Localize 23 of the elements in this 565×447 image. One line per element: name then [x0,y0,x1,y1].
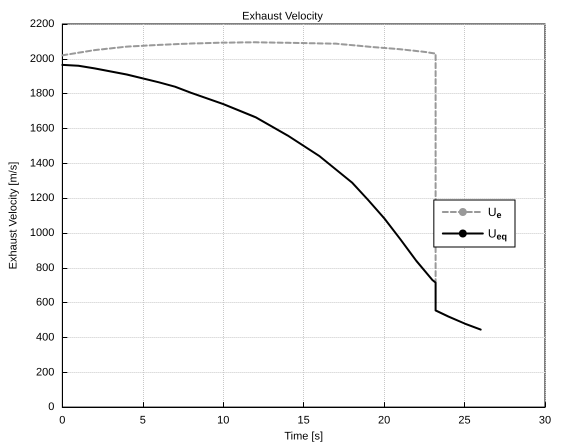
x-axis-title: Time [s] [284,430,324,442]
x-tick-label: 15 [298,414,310,427]
x-tick-label: 5 [140,414,146,427]
y-tick-label: 600 [36,296,54,309]
y-tick-label: 1800 [30,88,54,100]
x-tick-label: 10 [217,414,230,427]
y-tick-label: 2200 [30,18,54,30]
y-tick-label: 0 [48,401,54,414]
y-tick-label: 400 [36,331,54,344]
y-tick-label: 1400 [30,157,54,170]
y-axis-title: Exhaust Velocity [m/s] [8,162,20,270]
y-tick-label: 2000 [30,52,54,65]
y-tick-label: 1000 [30,226,54,239]
x-tick-label: 30 [538,414,552,427]
x-tick-label: 25 [458,414,471,427]
y-tick-label: 800 [36,262,54,274]
y-tick-label: 1200 [30,192,54,204]
x-tick-label: 0 [59,414,66,427]
line-series [61,41,437,283]
y-tick-label: 1600 [30,122,54,134]
x-tick-label: 20 [378,414,390,427]
chart-title: Exhaust Velocity [242,10,324,22]
y-tick-label: 200 [36,366,54,378]
